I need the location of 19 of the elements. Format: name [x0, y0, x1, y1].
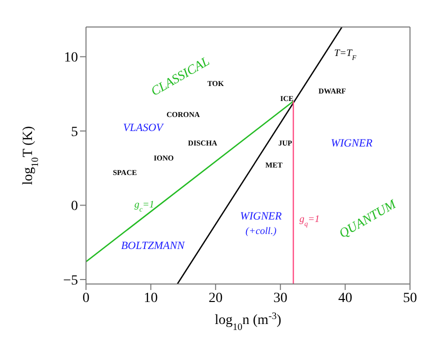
annotation: VLASOV — [123, 122, 164, 134]
y-tick-label: 0 — [71, 199, 78, 214]
annotation: g$_{q}$=1 — [299, 214, 320, 228]
annotation: WIGNER — [240, 210, 282, 222]
x-tick-label: 20 — [208, 290, 223, 306]
x-tick-label: 50 — [403, 290, 417, 306]
annotation: T=T$_{F}$ — [334, 48, 357, 62]
x-tick-label: 0 — [82, 290, 90, 306]
annotation: WIGNER — [330, 138, 373, 150]
x-tick-label: 30 — [273, 290, 288, 306]
x-tick-label: 10 — [144, 290, 158, 306]
x-tick-label: 40 — [338, 290, 352, 306]
annotation: BOLTZMANN — [121, 240, 186, 252]
annotation: g$_{c}$=1 — [134, 199, 154, 214]
annotation: (+coll.) — [246, 226, 278, 238]
y-tick-label: −5 — [63, 274, 78, 289]
x-axis-title: log$_{10}$n (m$^{-3}$) — [214, 310, 282, 332]
y-tick-label: 5 — [71, 124, 78, 140]
y-tick-label: 10 — [64, 50, 78, 66]
